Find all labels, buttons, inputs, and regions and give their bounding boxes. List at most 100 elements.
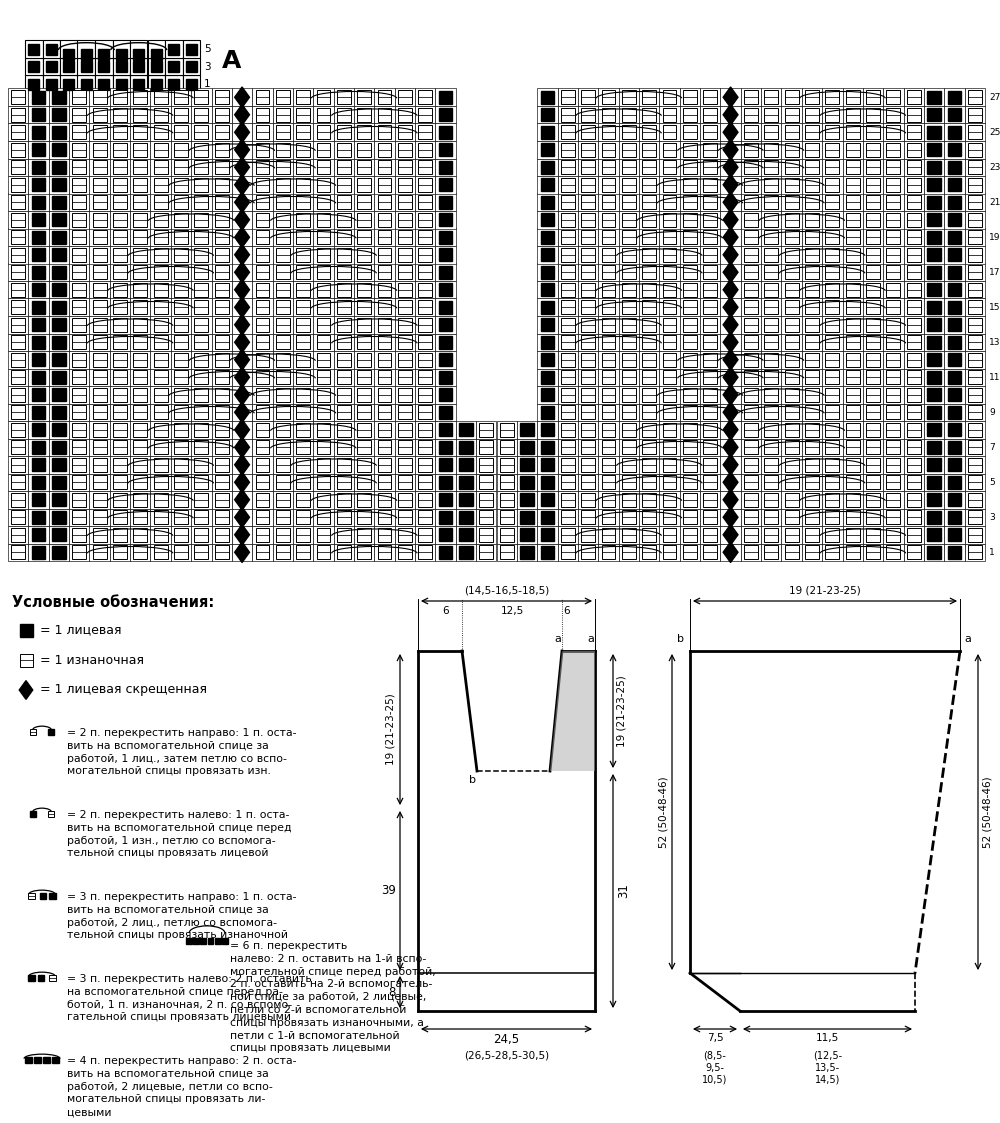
Bar [171,386,191,403]
Bar [113,387,127,402]
Bar [171,281,191,299]
Bar [354,193,374,211]
Bar [232,299,252,316]
Bar [883,264,904,281]
Bar [398,336,412,349]
Bar [11,405,25,419]
Bar [683,546,697,559]
Bar [81,49,92,61]
Bar [276,546,290,559]
Bar [378,283,391,296]
Bar [252,124,273,141]
Bar [642,213,656,227]
Bar [89,124,110,141]
Bar [378,177,391,192]
Bar [11,440,25,454]
Bar [843,334,863,351]
Bar [415,334,435,351]
Bar [354,211,374,228]
Bar [357,90,371,104]
Bar [110,456,130,474]
Bar [802,368,822,386]
Bar [171,211,191,228]
Bar [191,526,212,544]
Text: 1: 1 [989,548,995,557]
Bar [256,475,269,490]
Bar [398,440,412,454]
Bar [561,177,575,192]
Bar [639,438,659,456]
Bar [378,440,391,454]
Polygon shape [723,227,738,247]
Bar [927,371,941,384]
Bar [89,491,110,509]
Text: 7,5: 7,5 [707,1033,723,1043]
Bar [174,475,188,490]
Bar [110,281,130,299]
Bar [883,158,904,176]
Bar [761,211,781,228]
Bar [215,248,229,262]
Bar [398,318,412,331]
Bar [537,211,558,228]
Bar [761,386,781,403]
Bar [965,491,985,509]
Bar [354,124,374,141]
Bar [703,108,717,121]
Bar [334,193,354,211]
Bar [11,387,25,402]
Bar [683,90,697,104]
Bar [944,281,965,299]
Bar [113,510,127,524]
Bar [622,126,636,139]
Bar [680,474,700,491]
Bar [435,386,456,403]
Bar [459,493,473,506]
Bar [317,248,330,262]
Bar [578,491,598,509]
Bar [561,248,575,262]
Bar [944,456,965,474]
Bar [113,230,127,244]
Bar [907,336,921,349]
Bar [802,509,822,526]
Bar [215,405,229,419]
Bar [948,546,961,559]
Bar [439,126,452,139]
Bar [578,264,598,281]
Bar [93,143,107,157]
Bar [296,440,310,454]
Bar [418,213,432,227]
Bar [52,353,66,366]
Bar [150,351,171,368]
Bar [232,124,252,141]
Bar [252,158,273,176]
Bar [8,176,28,193]
Polygon shape [235,139,249,159]
Bar [479,423,493,437]
Bar [639,281,659,299]
Bar [683,423,697,437]
Bar [191,421,212,438]
Bar [558,158,578,176]
Bar [843,403,863,421]
Bar [642,371,656,384]
Bar [354,89,374,106]
Bar [252,264,273,281]
Bar [805,510,819,524]
Bar [435,141,456,158]
Bar [293,89,313,106]
Bar [781,228,802,246]
Bar [948,493,961,506]
Bar [764,161,778,174]
Bar [52,546,66,559]
Bar [89,456,110,474]
Bar [194,528,208,541]
Bar [317,161,330,174]
Bar [110,403,130,421]
Bar [602,195,615,209]
Bar [785,336,799,349]
Bar [34,1057,41,1063]
Bar [357,300,371,314]
Bar [133,161,147,174]
